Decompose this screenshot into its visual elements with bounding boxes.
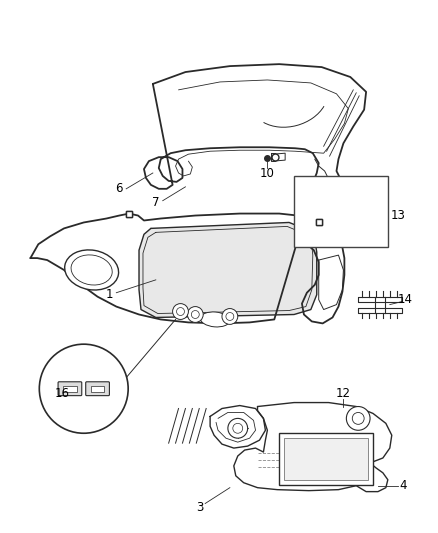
Text: 12: 12 (336, 387, 351, 400)
Ellipse shape (200, 312, 230, 327)
Polygon shape (273, 153, 285, 161)
Circle shape (39, 344, 128, 433)
Text: 13: 13 (390, 209, 405, 222)
Circle shape (177, 308, 184, 316)
FancyBboxPatch shape (86, 382, 110, 395)
Circle shape (228, 418, 247, 438)
Circle shape (222, 309, 238, 325)
Circle shape (187, 306, 203, 322)
Text: 10: 10 (260, 167, 275, 181)
Polygon shape (139, 222, 317, 318)
Circle shape (173, 304, 188, 319)
Text: 16: 16 (54, 387, 70, 400)
Polygon shape (358, 297, 402, 302)
Text: 4: 4 (399, 479, 406, 492)
Text: 6: 6 (116, 182, 123, 195)
Polygon shape (309, 189, 363, 207)
Bar (279, 433, 373, 484)
Bar (91, 386, 105, 392)
Text: 14: 14 (398, 293, 413, 306)
Circle shape (191, 311, 199, 318)
Circle shape (346, 407, 370, 430)
Ellipse shape (65, 250, 119, 290)
Polygon shape (314, 213, 333, 230)
Polygon shape (30, 214, 344, 324)
Polygon shape (271, 153, 275, 161)
Polygon shape (234, 402, 392, 491)
Circle shape (233, 423, 243, 433)
Circle shape (352, 413, 364, 424)
Bar (294, 176, 388, 247)
Polygon shape (144, 64, 366, 198)
Bar (284, 438, 368, 480)
Polygon shape (358, 308, 402, 312)
Text: 3: 3 (197, 501, 204, 514)
FancyBboxPatch shape (58, 382, 82, 395)
Polygon shape (319, 255, 343, 310)
Polygon shape (210, 406, 265, 448)
Circle shape (226, 312, 234, 320)
Text: 1: 1 (106, 288, 113, 301)
Text: 7: 7 (152, 196, 159, 209)
Bar (63, 386, 77, 392)
